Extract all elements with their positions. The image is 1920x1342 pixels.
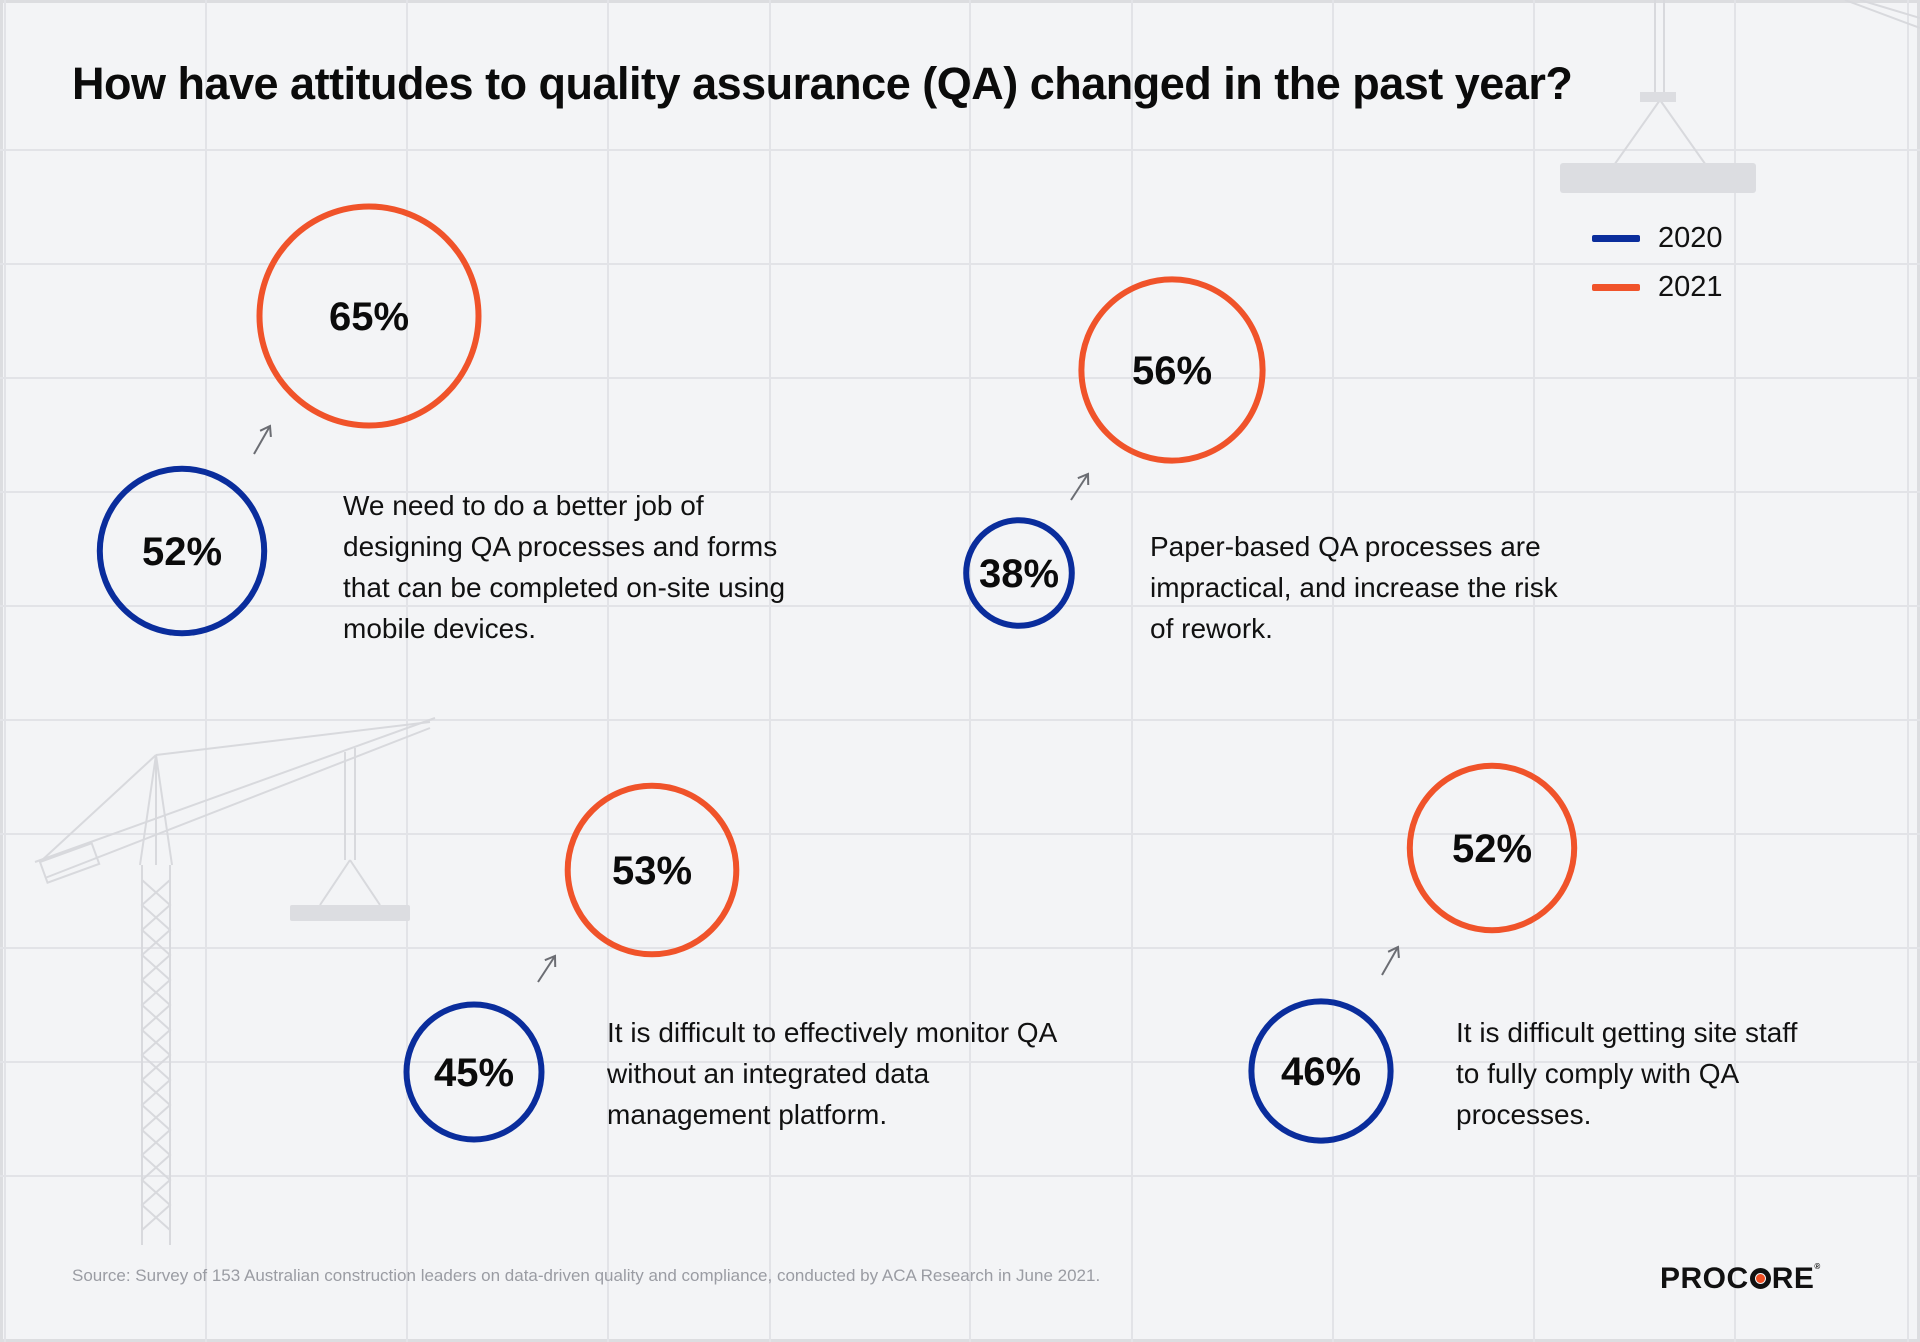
legend: 2020 2021 [1592,214,1723,312]
statement-group-1: 52% 65% [96,203,482,637]
change-arrow [537,955,556,983]
statement-text-4: It is difficult getting site staff to fu… [1456,1017,1798,1130]
bubble-2021 [564,782,740,958]
bubble-2020 [96,465,268,637]
bubble-label-2021: 53% [612,849,692,893]
bubble-label-2020: 38% [979,552,1059,596]
legend-swatch-2020 [1592,235,1640,242]
change-arrow-head [259,424,272,438]
legend-item-2020: 2020 [1592,214,1723,263]
change-arrow [1070,473,1089,501]
statement-group-3: 45% 53% [403,782,740,1143]
bubble-label-2020: 45% [434,1051,514,1095]
legend-swatch-2021 [1592,284,1640,291]
change-arrow-head [544,954,557,968]
bubble-2020 [963,517,1075,629]
logo-text-end: RE [1771,1262,1815,1295]
logo-registered: ® [1814,1262,1821,1271]
procore-logo: PROC RE® [1660,1262,1821,1296]
bubble-label-2020: 46% [1281,1050,1361,1094]
statement-text-1: We need to do a better job of designing … [343,490,786,644]
bubble-2020 [403,1001,545,1143]
legend-item-2021: 2021 [1592,263,1723,312]
bubble-2020 [1248,998,1394,1144]
statement-text-3: It is difficult to effectively monitor Q… [607,1017,1056,1130]
bubble-label-2021: 52% [1452,827,1532,871]
bubble-2021 [256,203,482,429]
page-title: How have attitudes to quality assurance … [72,58,1573,109]
bubble-label-2020: 52% [142,530,222,574]
legend-label-2021: 2021 [1658,271,1723,303]
statement-group-2: 38% 56% [963,276,1266,629]
change-arrow-head [1387,945,1400,959]
change-arrow-head [1077,472,1090,486]
logo-o-mark [1749,1268,1771,1289]
statement-group-4: 46% 52% [1248,762,1578,1144]
bubble-2021 [1078,276,1266,464]
change-arrow [1381,946,1399,976]
bubble-2021 [1406,762,1578,934]
logo-text-start: PROC [1660,1262,1749,1295]
statement-text-2: Paper-based QA processes are impractical… [1150,531,1558,644]
change-arrow [253,425,271,455]
source-note: Source: Survey of 153 Australian constru… [72,1266,1101,1285]
bubble-label-2021: 56% [1132,349,1212,393]
legend-label-2020: 2020 [1658,222,1723,254]
bubble-label-2021: 65% [329,295,409,339]
